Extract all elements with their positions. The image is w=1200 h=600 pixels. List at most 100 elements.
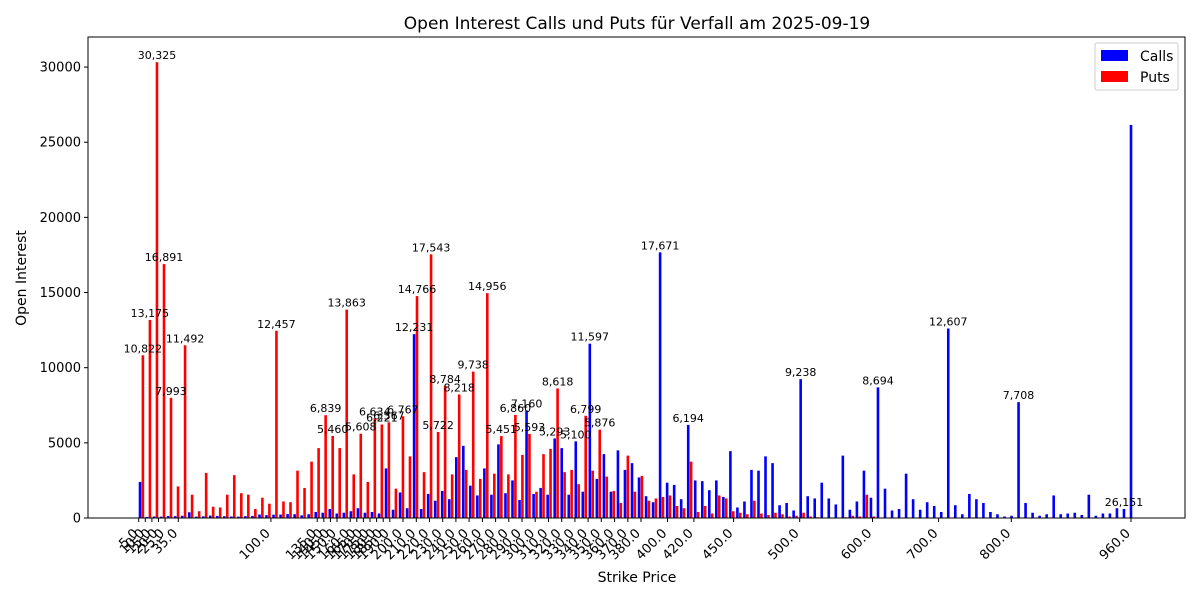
calls-bar xyxy=(237,516,240,518)
puts-bar xyxy=(767,514,770,518)
data-label: 6,799 xyxy=(570,403,602,416)
data-label: 6,634 xyxy=(359,405,391,418)
puts-bar xyxy=(696,511,700,518)
puts-bar xyxy=(324,415,327,518)
calls-bar xyxy=(686,424,690,518)
puts-bar xyxy=(493,473,496,518)
calls-bar xyxy=(968,493,971,518)
calls-bar xyxy=(841,455,845,518)
calls-bar xyxy=(1031,512,1034,518)
calls-bar xyxy=(511,480,514,518)
data-label: 14,766 xyxy=(398,283,437,296)
calls-bar xyxy=(715,480,718,518)
calls-bar xyxy=(708,490,711,518)
puts-bar xyxy=(703,505,707,518)
calls-bar xyxy=(848,509,852,518)
puts-bar xyxy=(443,385,447,518)
puts-bar xyxy=(647,500,651,518)
x-tick-label: 450.0 xyxy=(700,526,737,563)
calls-bar xyxy=(356,508,360,518)
calls-bar xyxy=(996,514,999,518)
calls-bar xyxy=(722,496,725,518)
puts-bar xyxy=(605,476,609,518)
data-label: 5,293 xyxy=(539,425,571,438)
puts-bar xyxy=(549,448,552,518)
puts-bar xyxy=(275,330,278,518)
puts-bar xyxy=(584,415,587,518)
puts-bar xyxy=(514,414,517,518)
puts-bar xyxy=(795,515,798,518)
calls-bar xyxy=(251,515,254,518)
data-label: 8,784 xyxy=(429,373,461,386)
calls-bar xyxy=(314,511,318,518)
puts-bar xyxy=(141,355,145,518)
puts-bar xyxy=(450,474,454,518)
calls-bar xyxy=(792,510,795,518)
x-axis-ticks: 5.010.015.020.025.035.0 100.0 135.0140.014… xyxy=(116,518,1134,563)
puts-bar xyxy=(577,484,580,518)
puts-bar xyxy=(640,475,644,518)
puts-bar xyxy=(282,501,285,518)
calls-bar xyxy=(342,512,346,518)
x-tick-label: 960.0 xyxy=(1097,526,1134,563)
calls-bar xyxy=(490,494,493,518)
x-tick-label: 420.0 xyxy=(660,526,697,563)
puts-bar xyxy=(542,454,545,518)
puts-bar xyxy=(352,474,356,518)
calls-bar xyxy=(454,457,458,518)
calls-bar xyxy=(1010,515,1013,518)
calls-bar xyxy=(265,515,268,518)
calls-bar xyxy=(623,469,627,518)
calls-bar xyxy=(469,485,472,518)
calls-bar xyxy=(771,463,774,518)
calls-bar xyxy=(447,499,451,518)
calls-bar xyxy=(1024,502,1027,518)
puts-bar xyxy=(380,424,384,518)
plot-frame xyxy=(87,36,1186,519)
calls-bar xyxy=(440,490,444,518)
puts-bar xyxy=(865,494,869,518)
calls-bar xyxy=(391,509,395,518)
puts-bar xyxy=(619,502,623,518)
calls-bar xyxy=(483,468,486,518)
puts-bar xyxy=(261,497,264,518)
calls-bar xyxy=(1003,516,1006,518)
calls-bar xyxy=(743,501,746,518)
calls-bar xyxy=(1094,515,1098,518)
puts-bar xyxy=(478,478,482,518)
data-label: 12,607 xyxy=(929,316,968,329)
legend: Calls Puts xyxy=(1094,42,1179,91)
puts-bar xyxy=(394,488,398,518)
calls-bar xyxy=(651,502,655,518)
data-label: 6,860 xyxy=(500,402,532,415)
calls-bar xyxy=(827,498,831,518)
puts-bar xyxy=(436,431,440,518)
calls-bar xyxy=(778,505,781,518)
y-axis-ticks: 0 5000 10000 15000 20000 25000 30000 xyxy=(40,61,88,527)
data-label: 17,671 xyxy=(641,239,680,252)
calls-bar xyxy=(1080,514,1084,518)
calls-bar xyxy=(412,334,416,518)
calls-bar xyxy=(208,515,212,518)
calls-bar xyxy=(953,505,957,518)
calls-bar xyxy=(574,441,578,518)
calls-bar xyxy=(806,496,809,518)
data-label: 7,708 xyxy=(1003,389,1035,402)
puts-bar xyxy=(162,264,166,518)
puts-bar xyxy=(591,470,595,518)
calls-bar xyxy=(1059,514,1063,518)
calls-bar xyxy=(609,491,613,518)
y-tick-label: 15000 xyxy=(40,286,81,301)
calls-bar xyxy=(982,502,985,518)
calls-bar xyxy=(518,499,521,518)
puts-bar xyxy=(760,513,763,518)
data-label: 8,618 xyxy=(542,376,574,389)
calls-bar xyxy=(897,508,901,518)
puts-bar xyxy=(232,475,236,518)
calls-bar xyxy=(869,497,873,518)
calls-bar xyxy=(630,463,634,518)
data-label: 6,367 xyxy=(373,409,405,422)
calls-bar xyxy=(223,516,226,518)
puts-bar xyxy=(464,469,468,518)
